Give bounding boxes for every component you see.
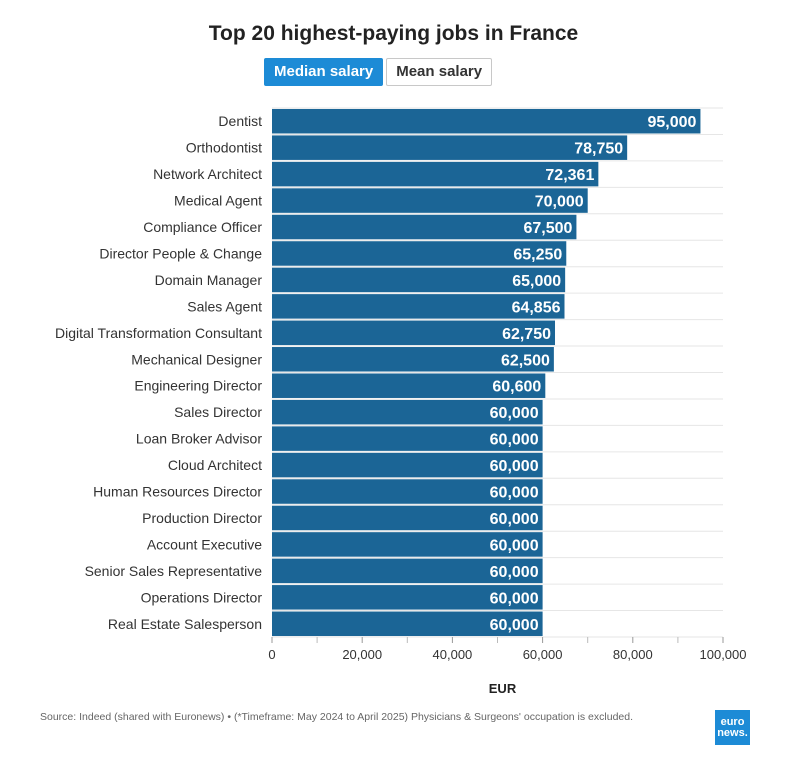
bar [272, 320, 556, 346]
value-label: 72,361 [545, 167, 594, 184]
bar [272, 161, 599, 187]
category-label: Network Architect [153, 166, 262, 182]
bar [272, 479, 543, 504]
bar [272, 611, 543, 637]
category-label: Human Resources Director [93, 484, 262, 500]
category-label: Sales Agent [187, 298, 262, 314]
euronews-logo: euro news. [715, 710, 750, 745]
value-label: 60,000 [490, 485, 539, 502]
category-label: Compliance Officer [143, 219, 262, 235]
x-tick-label: 20,000 [342, 647, 382, 662]
bar [272, 135, 628, 160]
category-label: Senior Sales Representative [85, 563, 263, 579]
bar [272, 108, 701, 134]
bar [272, 426, 543, 451]
bar [272, 505, 543, 531]
bar [272, 267, 566, 293]
source-note: Source: Indeed (shared with Euronews) • … [40, 711, 634, 723]
value-label: 60,600 [492, 379, 541, 396]
bar [272, 294, 565, 319]
value-label: 60,000 [490, 617, 539, 634]
value-label: 60,000 [490, 405, 539, 422]
bar-chart: 0 20,000 40,000 60,000 80,000 100,000 EUR Denti… [55, 107, 747, 696]
logo-line-2: news. [717, 727, 748, 739]
category-label: Operations Director [141, 589, 263, 605]
category-label: Engineering Director [134, 378, 262, 394]
x-tick-label: 80,000 [613, 647, 653, 662]
value-label: 60,000 [490, 432, 539, 449]
bar [272, 452, 543, 478]
bar [272, 532, 543, 557]
x-tick-label: 0 [268, 647, 275, 662]
x-tick-label: 40,000 [433, 647, 473, 662]
bar [272, 399, 543, 425]
value-label: 70,000 [535, 194, 584, 211]
category-label: Production Director [142, 510, 262, 526]
value-label: 60,000 [490, 458, 539, 475]
value-label: 64,856 [512, 299, 561, 316]
value-label: 67,500 [523, 220, 572, 237]
category-label: Medical Agent [174, 193, 262, 209]
x-axis-label: EUR [489, 681, 517, 696]
value-label: 78,750 [574, 141, 623, 158]
category-label: Sales Director [174, 404, 262, 420]
tab-median-salary[interactable]: Median salary [264, 58, 384, 86]
value-label: 95,000 [648, 114, 697, 131]
category-label: Digital Transformation Consultant [55, 325, 262, 341]
value-label: 60,000 [490, 511, 539, 528]
category-label: Cloud Architect [168, 457, 262, 473]
value-label: 65,000 [512, 273, 561, 290]
bar [272, 214, 577, 240]
bar [272, 241, 567, 266]
salary-toggle: Median salary Mean salary [264, 58, 493, 86]
value-label: 60,000 [490, 537, 539, 554]
x-tick-label: 60,000 [523, 647, 563, 662]
value-label: 60,000 [490, 564, 539, 581]
bar [272, 585, 543, 610]
category-label: Account Executive [147, 536, 262, 552]
bar [272, 558, 543, 584]
value-label: 62,500 [501, 352, 550, 369]
x-tick-label: 100,000 [700, 647, 747, 662]
value-label: 65,250 [513, 246, 562, 263]
category-label: Domain Manager [155, 272, 263, 288]
category-label: Real Estate Salesperson [108, 616, 262, 632]
value-label: 60,000 [490, 590, 539, 607]
value-label: 62,750 [502, 326, 551, 343]
category-label: Orthodontist [186, 140, 262, 156]
bar [272, 347, 554, 372]
logo-line-1: euro [720, 716, 745, 728]
tab-mean-salary[interactable]: Mean salary [386, 58, 493, 86]
bar [272, 373, 546, 398]
category-label: Mechanical Designer [131, 351, 262, 367]
bar [272, 188, 588, 213]
chart-title: Top 20 highest-paying jobs in France [208, 22, 579, 45]
category-label: Director People & Change [99, 245, 262, 261]
category-label: Dentist [218, 113, 262, 129]
category-label: Loan Broker Advisor [136, 431, 262, 447]
